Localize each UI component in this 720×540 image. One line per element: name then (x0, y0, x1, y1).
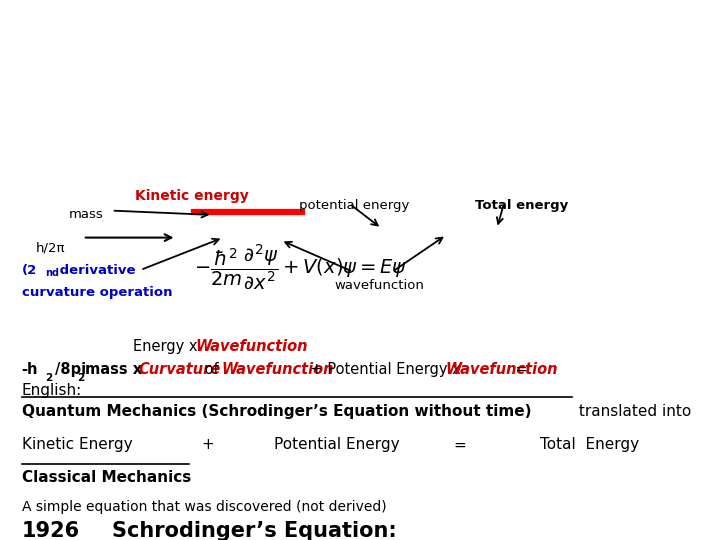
Text: =: = (511, 362, 528, 377)
Text: Potential Energy: Potential Energy (274, 437, 399, 453)
Text: Total energy: Total energy (475, 199, 569, 212)
Text: nd: nd (45, 268, 58, 278)
Text: -h: -h (22, 362, 38, 377)
Text: + Potential Energy x: + Potential Energy x (306, 362, 465, 377)
Text: wavefunction: wavefunction (335, 279, 425, 292)
Text: Wavefunction: Wavefunction (445, 362, 557, 377)
Text: Curvature: Curvature (139, 362, 221, 377)
Text: potential energy: potential energy (299, 199, 409, 212)
Text: Total  Energy: Total Energy (540, 437, 639, 453)
Text: 1926: 1926 (22, 521, 80, 540)
Text: Classical Mechanics: Classical Mechanics (22, 470, 191, 485)
Text: Quantum Mechanics (Schrodinger’s Equation without time): Quantum Mechanics (Schrodinger’s Equatio… (22, 404, 531, 419)
Text: derivative: derivative (55, 264, 136, 276)
Text: Energy x: Energy x (133, 339, 202, 354)
Text: mass: mass (68, 208, 103, 221)
Text: Wavefunction: Wavefunction (196, 339, 308, 354)
Text: 2: 2 (77, 373, 84, 383)
Text: curvature operation: curvature operation (22, 286, 172, 299)
Text: h/2π: h/2π (36, 242, 66, 255)
Text: /8pi: /8pi (55, 362, 86, 377)
Text: (2: (2 (22, 264, 37, 276)
Text: Wavefunction: Wavefunction (221, 362, 333, 377)
Text: +: + (202, 437, 215, 453)
Text: 2: 2 (45, 373, 53, 383)
Text: English:: English: (22, 383, 82, 399)
Text: =: = (454, 437, 467, 453)
Text: Kinetic energy: Kinetic energy (135, 189, 249, 203)
Text: A simple equation that was discovered (not derived): A simple equation that was discovered (n… (22, 500, 386, 514)
Text: mass x: mass x (85, 362, 147, 377)
Text: of: of (200, 362, 223, 377)
Text: $-\dfrac{\hbar^2}{2m}\dfrac{\partial^2\psi}{\partial x^2} + V(x)\psi = E\psi$: $-\dfrac{\hbar^2}{2m}\dfrac{\partial^2\p… (194, 242, 408, 291)
Text: Schrodinger’s Equation:: Schrodinger’s Equation: (83, 521, 397, 540)
Text: Kinetic Energy: Kinetic Energy (22, 437, 132, 453)
Text: translated into: translated into (574, 404, 691, 419)
